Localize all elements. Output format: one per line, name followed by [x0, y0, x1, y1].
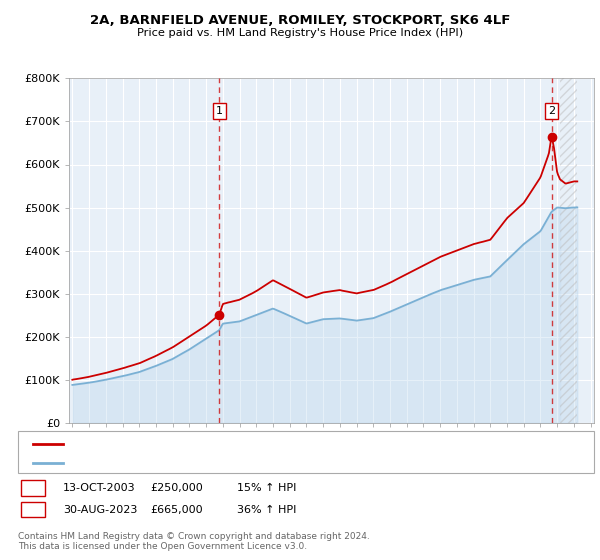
Text: 2A, BARNFIELD AVENUE, ROMILEY, STOCKPORT, SK6 4LF (detached house): 2A, BARNFIELD AVENUE, ROMILEY, STOCKPORT…	[69, 439, 457, 449]
Text: HPI: Average price, detached house, Stockport: HPI: Average price, detached house, Stoc…	[69, 458, 313, 468]
Text: 36% ↑ HPI: 36% ↑ HPI	[237, 505, 296, 515]
Text: 13-OCT-2003: 13-OCT-2003	[63, 483, 136, 493]
Text: Contains HM Land Registry data © Crown copyright and database right 2024.
This d: Contains HM Land Registry data © Crown c…	[18, 532, 370, 552]
Text: 2A, BARNFIELD AVENUE, ROMILEY, STOCKPORT, SK6 4LF: 2A, BARNFIELD AVENUE, ROMILEY, STOCKPORT…	[90, 14, 510, 27]
Text: 2: 2	[548, 106, 555, 116]
Text: £665,000: £665,000	[150, 505, 203, 515]
Text: 30-AUG-2023: 30-AUG-2023	[63, 505, 137, 515]
Text: 2: 2	[29, 505, 37, 515]
Text: £250,000: £250,000	[150, 483, 203, 493]
Text: 1: 1	[216, 106, 223, 116]
Text: Price paid vs. HM Land Registry's House Price Index (HPI): Price paid vs. HM Land Registry's House …	[137, 28, 463, 38]
Text: 1: 1	[29, 483, 37, 493]
Text: 15% ↑ HPI: 15% ↑ HPI	[237, 483, 296, 493]
